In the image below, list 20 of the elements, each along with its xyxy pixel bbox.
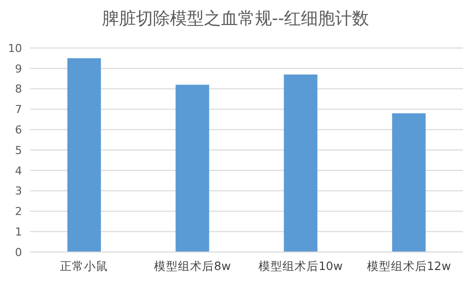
x-tick-label: 模型组术后10w — [258, 259, 343, 273]
bar — [392, 113, 426, 252]
y-tick-label: 10 — [8, 42, 22, 55]
bar — [284, 74, 318, 252]
bar — [67, 58, 101, 252]
y-tick-label: 4 — [15, 164, 22, 178]
y-tick-label: 6 — [15, 123, 22, 136]
y-tick-label: 3 — [15, 184, 22, 198]
x-tick-label: 正常小鼠 — [60, 259, 108, 273]
y-tick-label: 0 — [15, 246, 22, 259]
x-tick-label: 模型组术后12w — [366, 259, 451, 273]
bar — [176, 84, 210, 252]
y-tick-label: 2 — [15, 205, 22, 218]
chart-title: 脾脏切除模型之血常规--红细胞计数 — [102, 9, 370, 29]
y-tick-label: 5 — [15, 144, 22, 157]
y-tick-label: 1 — [15, 225, 22, 238]
y-tick-label: 8 — [15, 82, 22, 96]
y-tick-label: 9 — [15, 62, 22, 76]
y-tick-label: 7 — [15, 103, 22, 116]
x-tick-label: 模型组术后8w — [154, 259, 231, 273]
